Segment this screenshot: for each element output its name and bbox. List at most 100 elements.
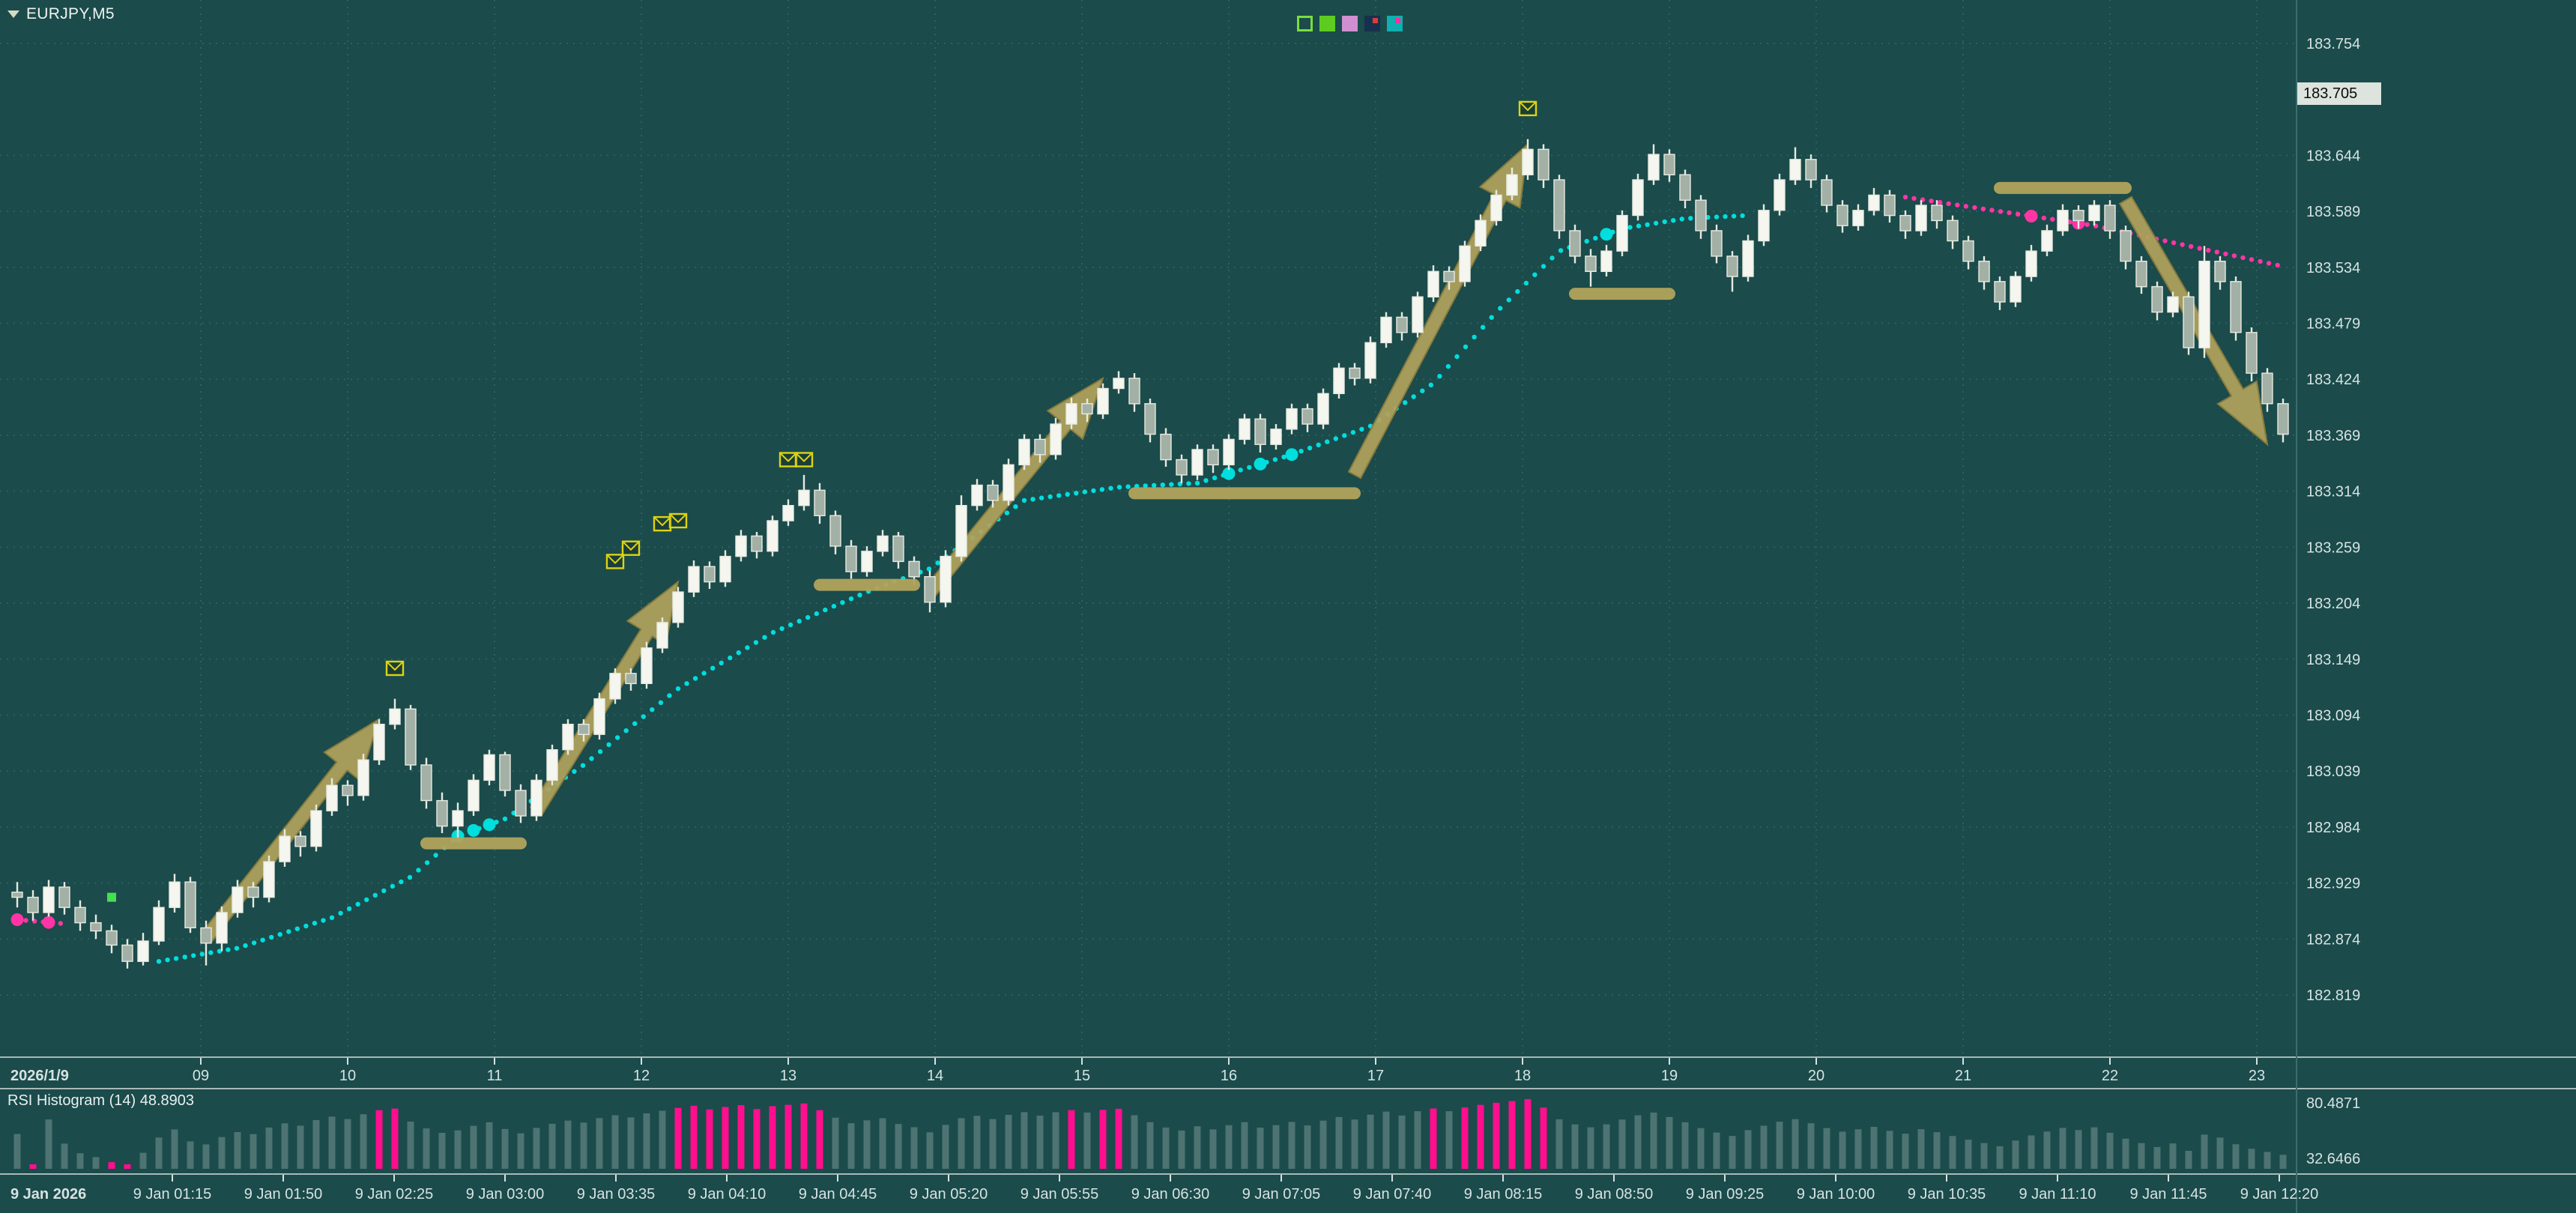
rsi-bar (1083, 1113, 1091, 1169)
candle (877, 530, 889, 557)
rsi-bar (1493, 1102, 1500, 1169)
candle (1931, 200, 1943, 229)
signal-zone (1994, 181, 2132, 194)
candle (1947, 215, 1959, 249)
rsi-bar (1477, 1104, 1484, 1169)
teal-wave-icon[interactable] (1387, 16, 1403, 31)
candle (924, 570, 936, 613)
rsi-bar (643, 1113, 650, 1169)
signal-zone (1569, 288, 1675, 300)
rsi-bar (1288, 1122, 1295, 1169)
rsi-bar (1603, 1124, 1610, 1169)
rsi-bar (784, 1104, 792, 1169)
trend-arrow-up (199, 717, 381, 943)
time-axis-hour-label: 18 (1514, 1068, 1531, 1084)
price-axis-label: 183.039 (2306, 763, 2360, 780)
bottom-axis-time-label: 9 Jan 04:10 (688, 1186, 767, 1203)
trend-marker-up (1222, 467, 1236, 480)
candle (2214, 255, 2226, 290)
candle (1522, 139, 1534, 180)
price-axis-label: 183.534 (2306, 260, 2360, 276)
rsi-bar (1241, 1122, 1248, 1169)
candle (1459, 241, 1471, 287)
teal-wave-icon-accent (1395, 18, 1400, 23)
rsi-bar (1398, 1115, 1406, 1169)
pane-separator (0, 1056, 2576, 1058)
candle (2246, 327, 2258, 381)
rsi-bar (1666, 1116, 1673, 1169)
rsi-scale-min-label: 32.6466 (2306, 1151, 2361, 1167)
candle (2183, 291, 2195, 355)
navy-candle-icon[interactable] (1364, 16, 1380, 31)
rsi-bar (1540, 1107, 1547, 1169)
rsi-bar (328, 1116, 336, 1169)
rsi-bar (297, 1125, 304, 1169)
rsi-bar (627, 1117, 635, 1169)
candle (2041, 224, 2053, 256)
price-axis-label: 183.149 (2306, 652, 2360, 668)
candle (1774, 173, 1786, 216)
candle (1805, 154, 1817, 188)
candle (735, 530, 747, 562)
candle (861, 546, 873, 577)
price-axis-label: 182.819 (2306, 987, 2360, 1004)
candle (593, 692, 605, 740)
time-axis-hour-label: 23 (2249, 1068, 2265, 1084)
candle (1065, 397, 1077, 429)
candle (1443, 266, 1455, 290)
candle (1254, 414, 1266, 453)
green-square-icon[interactable] (1319, 16, 1335, 31)
rsi-bar (486, 1122, 493, 1169)
rsi-bar (1980, 1143, 1988, 1169)
hollow-green-square-icon[interactable] (1297, 16, 1313, 31)
rsi-bar (454, 1130, 462, 1169)
candle (609, 668, 621, 704)
candle (27, 890, 39, 921)
price-axis-label: 182.874 (2306, 931, 2360, 948)
candle (153, 900, 165, 946)
rsi-bar (2090, 1127, 2098, 1169)
candle (1679, 169, 1691, 208)
rsi-bar (800, 1103, 808, 1169)
rsi-bar (1461, 1107, 1469, 1169)
rsi-bar (360, 1114, 367, 1169)
rsi-bar (1933, 1132, 1941, 1169)
rsi-bar (1854, 1129, 1862, 1169)
rsi-bar (2279, 1155, 2287, 1169)
rsi-bar (1257, 1128, 1264, 1169)
candle (1081, 399, 1093, 423)
rsi-histogram-layer (13, 1099, 2287, 1169)
rsi-bar (910, 1127, 918, 1169)
rsi-bar (1650, 1112, 1657, 1169)
rsi-bar (423, 1128, 430, 1169)
bottom-axis-time-label: 9 Jan 09:25 (1686, 1186, 1765, 1203)
rsi-bar (1178, 1130, 1185, 1169)
chart-plot-area[interactable] (0, 0, 2296, 1056)
candle (2230, 276, 2242, 341)
current-price-tag: 183.705 (2297, 82, 2381, 105)
candle (1003, 459, 1015, 506)
candle (704, 561, 716, 589)
candle (2151, 281, 2163, 321)
candle (1223, 434, 1235, 471)
candle (2057, 204, 2069, 236)
rsi-bar (218, 1137, 226, 1169)
rsi-bar (470, 1125, 477, 1169)
plum-square-icon[interactable] (1342, 16, 1358, 31)
rsi-bar (926, 1132, 934, 1169)
price-axis-label: 183.754 (2306, 36, 2360, 52)
rsi-bar (1792, 1119, 1799, 1169)
rsi-bar (989, 1119, 997, 1169)
candle (1128, 373, 1140, 412)
candle (814, 483, 826, 524)
candle (578, 719, 590, 742)
rsi-bar (2138, 1143, 2145, 1169)
rsi-bar (1996, 1146, 2004, 1169)
bottom-axis-time-label: 9 Jan 01:50 (244, 1186, 323, 1203)
rsi-bar (1744, 1130, 1752, 1169)
rsi-bar (1587, 1127, 1594, 1169)
candle (987, 480, 999, 508)
candle (1113, 371, 1125, 394)
